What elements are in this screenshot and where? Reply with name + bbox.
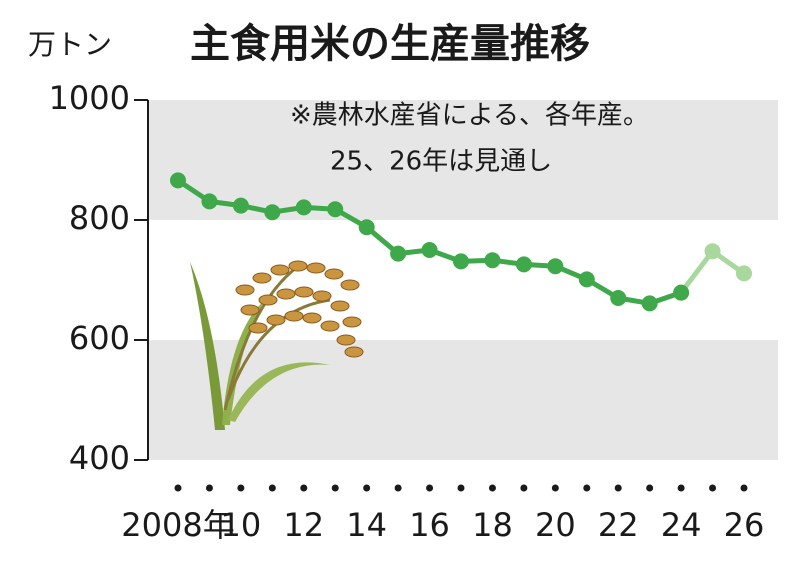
data-point — [453, 253, 469, 270]
x-tick-dot — [709, 484, 717, 492]
data-point — [264, 204, 281, 221]
grid-band — [148, 100, 778, 220]
data-point — [547, 258, 564, 275]
x-tick-label: 22 — [598, 506, 639, 544]
y-tick-label: 400 — [69, 439, 130, 477]
x-tick-dot — [520, 484, 528, 492]
data-point — [170, 172, 186, 189]
data-point — [736, 265, 752, 282]
x-tick-label: 24 — [661, 506, 702, 544]
data-point — [390, 245, 407, 262]
x-tick-dot — [331, 484, 339, 492]
rice-illustration — [190, 260, 364, 430]
x-tick-dot — [426, 484, 434, 492]
y-tick-label: 1000 — [49, 79, 130, 117]
x-tick-dot — [300, 484, 308, 492]
data-point — [327, 201, 344, 218]
data-point — [578, 271, 595, 288]
x-tick-dot — [174, 484, 182, 492]
data-point — [358, 219, 375, 236]
x-tick-label: 18 — [472, 506, 513, 544]
x-tick-dot — [488, 484, 496, 492]
data-point — [232, 197, 249, 214]
data-point — [515, 256, 532, 273]
x-tick-label: 20 — [535, 506, 576, 544]
note: 25、26年は見通し — [330, 147, 552, 177]
grid-band — [148, 340, 778, 460]
x-tick-dot — [205, 484, 213, 492]
plot-area — [134, 99, 778, 461]
x-tick-dot — [237, 484, 245, 492]
data-point — [610, 290, 627, 306]
data-point — [641, 295, 658, 312]
x-tick-dot — [646, 484, 654, 492]
y-tick-label: 600 — [69, 319, 130, 357]
note: ※農林水産省による、各年産。 — [290, 101, 649, 131]
x-tick-dot — [740, 484, 748, 492]
x-tick-dot — [363, 484, 371, 492]
chart-title: 主食用米の生産量推移 — [190, 21, 590, 67]
x-tick-dot — [614, 484, 622, 492]
unit-label: 万トン — [28, 28, 112, 61]
x-tick-label: 2008年 — [121, 506, 234, 544]
x-tick-dot — [457, 484, 465, 492]
x-tick-label: 14 — [346, 506, 387, 544]
x-tick-dot — [583, 484, 591, 492]
data-point — [484, 252, 501, 269]
x-tick-label: 16 — [409, 506, 450, 544]
data-point — [704, 243, 721, 260]
data-point — [201, 193, 218, 210]
x-tick-dot — [677, 484, 685, 492]
x-tick-label: 26 — [724, 506, 765, 544]
data-point — [673, 284, 690, 301]
x-tick-dot — [551, 484, 559, 492]
data-point — [421, 242, 438, 258]
x-tick-label: 10 — [221, 506, 262, 544]
y-tick-label: 800 — [69, 199, 130, 237]
x-tick-label: 12 — [283, 506, 324, 544]
x-tick-dot — [268, 484, 276, 492]
x-tick-dot — [394, 484, 402, 492]
data-point — [295, 199, 312, 216]
